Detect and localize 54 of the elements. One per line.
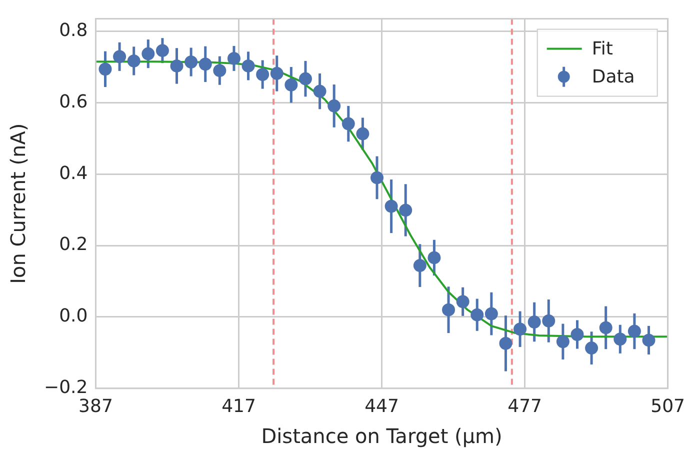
point [614,332,627,346]
point [585,342,598,355]
point [370,171,384,184]
y-tick-label: −0.2 [44,377,88,398]
point [342,117,355,130]
x-tick-label: 507 [650,396,685,417]
point [328,99,341,112]
x-tick-label: 387 [78,396,113,417]
point [298,72,312,86]
y-tick-label: 0.0 [59,306,88,327]
point [242,59,255,72]
point [470,308,484,322]
point [127,54,140,68]
x-tick-label: 477 [508,396,542,417]
point [542,314,556,328]
point [514,322,527,336]
point [270,66,284,80]
point [213,64,226,78]
point [313,84,326,98]
point [356,127,370,140]
point [484,307,498,320]
point [142,47,155,60]
x-axis-title: Distance on Target (μm) [261,424,502,448]
point [399,204,412,217]
y-tick-label: 0.2 [59,234,88,256]
point [642,334,656,347]
point [599,321,612,334]
point [113,50,126,64]
point [499,336,512,350]
point [413,259,426,272]
point [256,68,270,82]
point [456,295,470,308]
y-tick-label: 0.6 [59,91,88,112]
point [570,328,584,341]
point [98,62,112,76]
point [528,315,541,328]
legend-label: Fit [592,38,613,60]
point [628,324,641,338]
y-axis-title: Ion Current (nA) [6,123,30,284]
point [384,200,398,213]
x-tick-label: 417 [222,396,256,417]
point [227,52,240,65]
y-tick-label: 0.8 [59,20,88,41]
point [170,59,184,72]
point [184,56,198,69]
legend-label: Data [592,66,635,88]
point [284,78,298,92]
point [556,335,570,348]
point [428,251,441,264]
point [198,58,212,71]
x-tick-label: 447 [364,396,399,417]
point [442,303,456,316]
y-tick-label: 0.4 [59,162,88,184]
point [156,44,169,58]
